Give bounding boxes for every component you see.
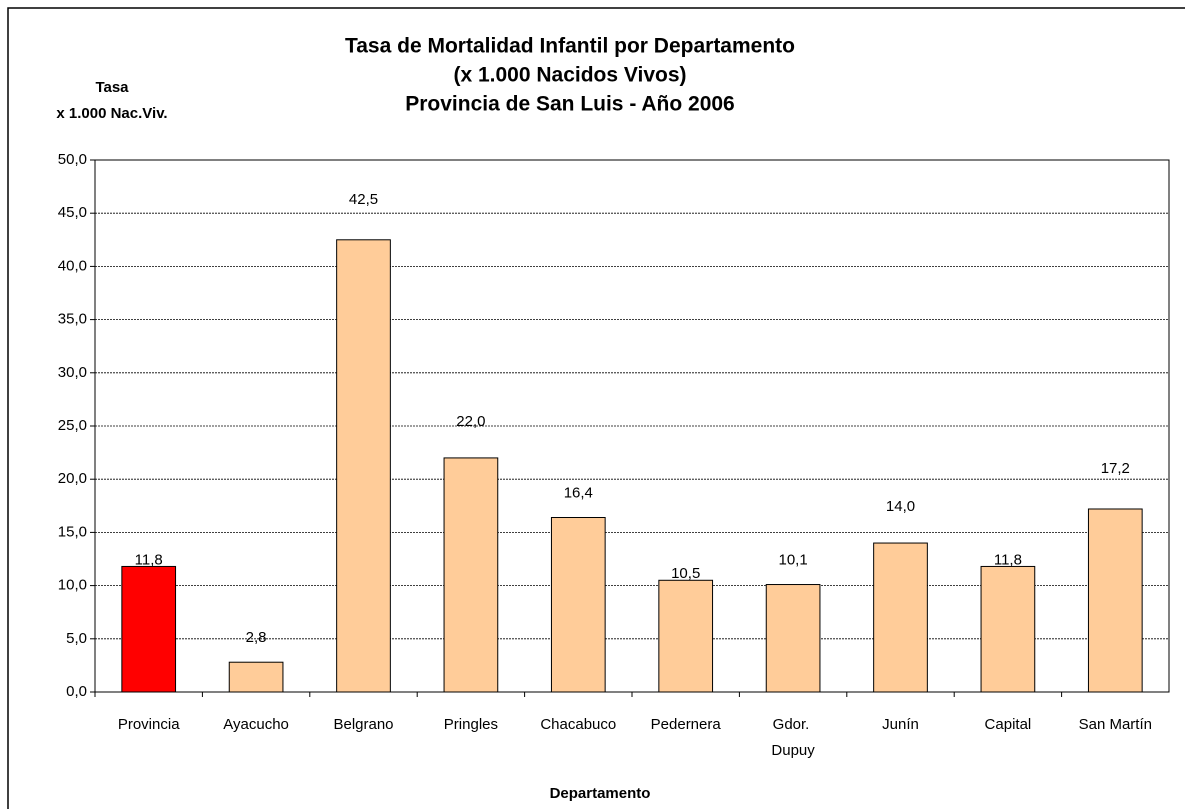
x-tick-label: Provincia	[118, 716, 180, 733]
x-tick-label: Chacabuco	[540, 716, 616, 733]
bar	[658, 579, 714, 693]
value-label: 42,5	[349, 191, 378, 208]
bar	[1087, 508, 1143, 693]
bar	[443, 457, 499, 693]
value-label: 2,8	[246, 629, 267, 646]
x-tick-label: Pedernera	[651, 716, 722, 733]
bar	[550, 517, 606, 693]
value-label: 17,2	[1101, 460, 1130, 477]
y-tick-label: 25,0	[58, 417, 87, 434]
x-tick-label: Capital	[985, 716, 1032, 733]
y-tick-label: 15,0	[58, 523, 87, 540]
value-label: 16,4	[564, 484, 593, 501]
bar	[336, 239, 391, 693]
y-axis-label: x 1.000 Nac.Viv.	[56, 105, 167, 122]
value-label: 10,5	[671, 565, 700, 582]
y-tick-label: 30,0	[58, 364, 87, 381]
x-axis-label: Departamento	[550, 785, 651, 802]
value-label: 22,0	[456, 413, 485, 430]
value-label: 14,0	[886, 498, 915, 515]
x-tick-label: Gdor. Dupuy	[771, 716, 815, 759]
y-tick-label: 20,0	[58, 470, 87, 487]
y-tick-label: 50,0	[58, 151, 87, 168]
x-tick-label: Pringles	[444, 716, 498, 733]
x-tick-label: Junín	[882, 716, 919, 733]
y-tick-label: 0,0	[66, 683, 87, 700]
bar	[228, 661, 284, 693]
value-label: 10,1	[778, 552, 807, 569]
y-axis-label: Tasa	[95, 79, 129, 96]
y-tick-label: 35,0	[58, 311, 87, 328]
value-label: 11,8	[135, 551, 163, 568]
bar	[765, 584, 821, 693]
value-label: 11,8	[994, 551, 1022, 568]
x-tick-label: San Martín	[1079, 716, 1152, 733]
y-tick-label: 10,0	[58, 577, 87, 594]
bar	[873, 542, 928, 693]
x-tick-label: Belgrano	[333, 716, 393, 733]
bar	[980, 565, 1036, 693]
chart-title: Provincia de San Luis - Año 2006	[405, 93, 735, 116]
chart-title: (x 1.000 Nacidos Vivos)	[453, 64, 686, 87]
bar	[121, 565, 177, 693]
y-tick-label: 40,0	[58, 257, 87, 274]
chart-title: Tasa de Mortalidad Infantil por Departam…	[345, 35, 795, 58]
y-tick-label: 5,0	[66, 630, 87, 647]
y-tick-label: 45,0	[58, 204, 87, 221]
x-tick-label: Ayacucho	[223, 716, 289, 733]
